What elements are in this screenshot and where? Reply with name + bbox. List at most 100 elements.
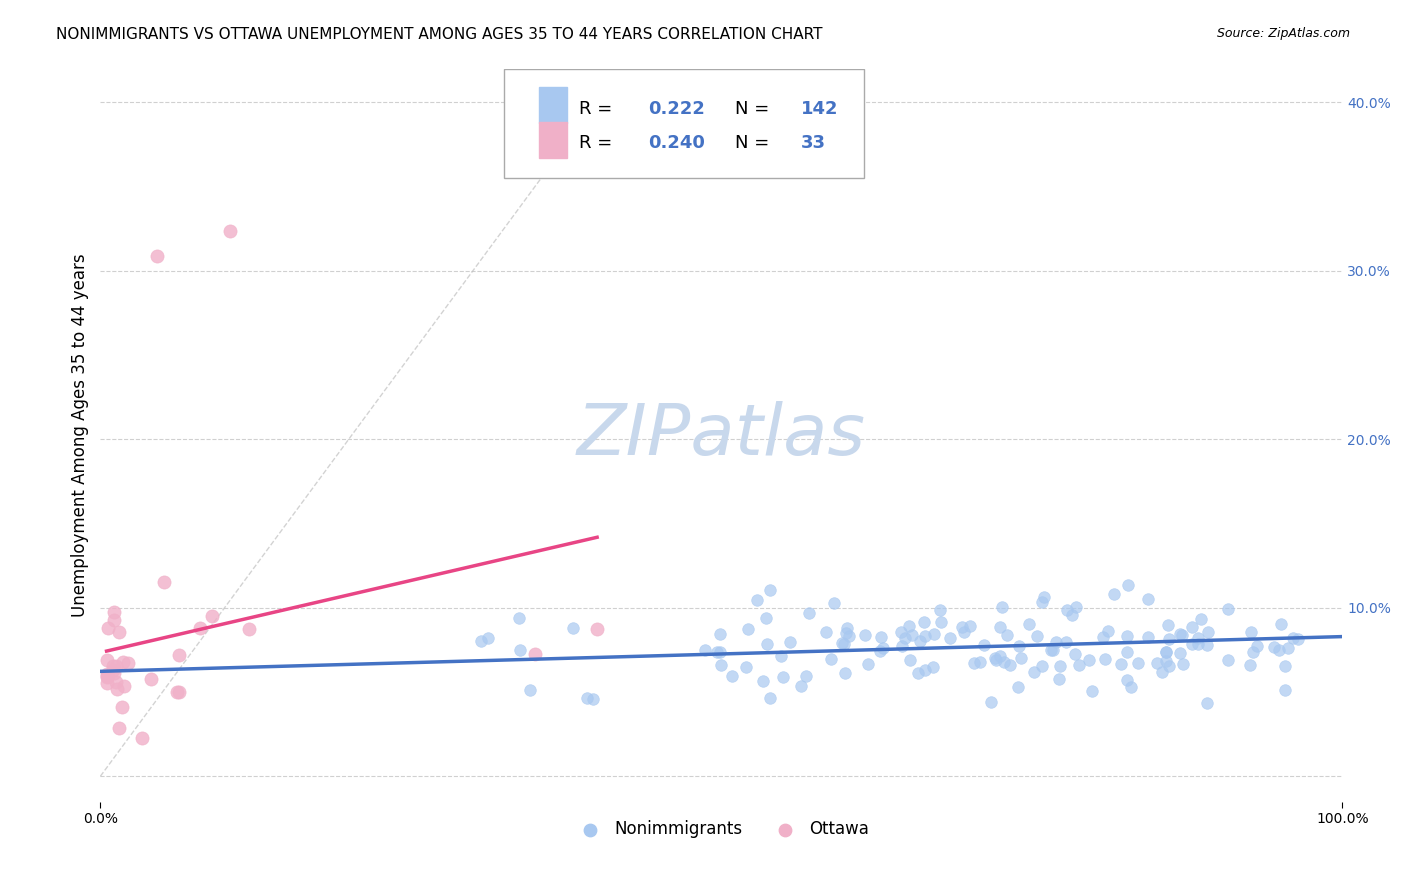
Point — [112, 656, 135, 670]
Point — [1010, 651, 1032, 665]
Point — [752, 673, 775, 688]
Point — [519, 682, 541, 697]
Point — [105, 681, 128, 696]
Point — [984, 651, 1007, 665]
Point — [779, 635, 801, 649]
Point — [995, 628, 1018, 642]
Point — [1152, 665, 1174, 679]
Point — [907, 665, 929, 680]
Point — [980, 695, 1002, 709]
Point — [908, 634, 931, 648]
Point — [97, 621, 120, 635]
Point — [96, 669, 118, 683]
Point — [835, 621, 858, 635]
Point — [1168, 626, 1191, 640]
Point — [1270, 616, 1292, 631]
Point — [772, 670, 794, 684]
Point — [814, 625, 837, 640]
Point — [831, 636, 853, 650]
Point — [832, 636, 855, 650]
Point — [238, 622, 260, 636]
Point — [1263, 640, 1285, 655]
Point — [103, 605, 125, 619]
Point — [922, 627, 945, 641]
Point — [799, 607, 821, 621]
Point — [710, 657, 733, 672]
Point — [1007, 680, 1029, 694]
Point — [890, 625, 912, 640]
Point — [993, 656, 1015, 670]
Point — [470, 633, 492, 648]
Point — [139, 672, 162, 686]
Point — [188, 621, 211, 635]
Point — [759, 583, 782, 598]
Point — [973, 638, 995, 652]
Point — [1277, 641, 1299, 656]
Point — [1286, 632, 1309, 646]
Point — [561, 621, 583, 635]
Point — [1026, 629, 1049, 643]
Point — [1033, 590, 1056, 604]
Point — [1154, 645, 1177, 659]
Point — [1047, 672, 1070, 686]
Point — [984, 653, 1007, 667]
Point — [838, 629, 860, 643]
Point — [769, 649, 792, 664]
Point — [1218, 653, 1240, 667]
Point — [912, 615, 935, 629]
Point — [898, 619, 921, 633]
Point — [1077, 653, 1099, 667]
Point — [963, 656, 986, 670]
Point — [914, 663, 936, 677]
Point — [1067, 657, 1090, 672]
Point — [858, 657, 880, 672]
Point — [1239, 658, 1261, 673]
Point — [747, 592, 769, 607]
Point — [1039, 643, 1062, 657]
Point — [146, 249, 169, 263]
Point — [872, 641, 894, 656]
Point — [1181, 620, 1204, 634]
Point — [706, 645, 728, 659]
Point — [1216, 602, 1239, 616]
Point — [922, 660, 945, 674]
Point — [1187, 631, 1209, 645]
Point — [117, 657, 139, 671]
Point — [96, 670, 118, 684]
Y-axis label: Unemployment Among Ages 35 to 44 years: Unemployment Among Ages 35 to 44 years — [72, 253, 89, 617]
Point — [152, 574, 174, 589]
Point — [112, 679, 135, 693]
Point — [1060, 607, 1083, 622]
Point — [586, 622, 609, 636]
Point — [1031, 595, 1053, 609]
Point — [508, 611, 530, 625]
Point — [103, 666, 125, 681]
Point — [820, 651, 842, 665]
Point — [1064, 600, 1087, 615]
Point — [869, 630, 891, 644]
Point — [990, 600, 1012, 615]
Point — [1049, 659, 1071, 673]
Point — [166, 685, 188, 699]
Point — [131, 731, 153, 745]
Point — [790, 680, 813, 694]
Point — [1159, 632, 1181, 647]
Point — [1102, 587, 1125, 601]
Point — [1181, 637, 1204, 651]
Point — [1246, 639, 1268, 653]
Point — [1022, 665, 1045, 680]
Point — [988, 649, 1011, 664]
Point — [969, 655, 991, 669]
Point — [576, 691, 599, 706]
Point — [477, 631, 499, 645]
Point — [1156, 645, 1178, 659]
Point — [1126, 657, 1149, 671]
Point — [759, 690, 782, 705]
Point — [1094, 652, 1116, 666]
Point — [1191, 612, 1213, 626]
FancyBboxPatch shape — [503, 69, 865, 178]
Point — [1031, 659, 1053, 673]
Point — [929, 602, 952, 616]
Text: R =: R = — [579, 135, 613, 153]
Text: 142: 142 — [800, 100, 838, 118]
